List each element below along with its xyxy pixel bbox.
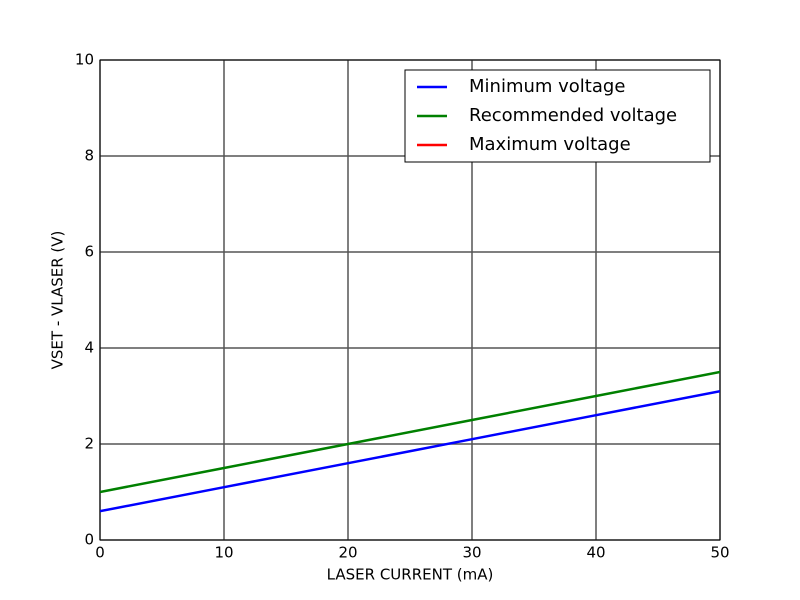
plot-frame (99, 59, 721, 541)
x-tick-label: 30 (462, 544, 481, 562)
x-tick-label: 20 (338, 544, 357, 562)
y-tick-label: 4 (84, 339, 94, 357)
x-tick-label: 40 (586, 544, 605, 562)
data-line (100, 370, 720, 494)
y-tick-label: 0 (84, 531, 94, 549)
legend: Minimum voltage Recommended voltage Maximu… (404, 69, 711, 163)
x-tick-label: 0 (95, 544, 105, 562)
y-axis-label: VSET - VLASER (V) (49, 231, 67, 370)
x-axis-label: LASER CURRENT (mA) (327, 566, 494, 584)
y-tick-label: 8 (84, 147, 94, 165)
y-tick-label: 2 (84, 435, 94, 453)
data-line (100, 389, 720, 513)
legend-label: Recommended voltage (469, 105, 677, 126)
legend-label: Maximum voltage (469, 134, 631, 155)
y-tick-label: 6 (84, 243, 94, 261)
y-tick-label: 10 (75, 51, 94, 69)
legend-box (404, 69, 711, 163)
x-tick-label: 10 (214, 544, 233, 562)
x-tick-label: 50 (710, 544, 729, 562)
legend-label: Minimum voltage (469, 76, 625, 97)
